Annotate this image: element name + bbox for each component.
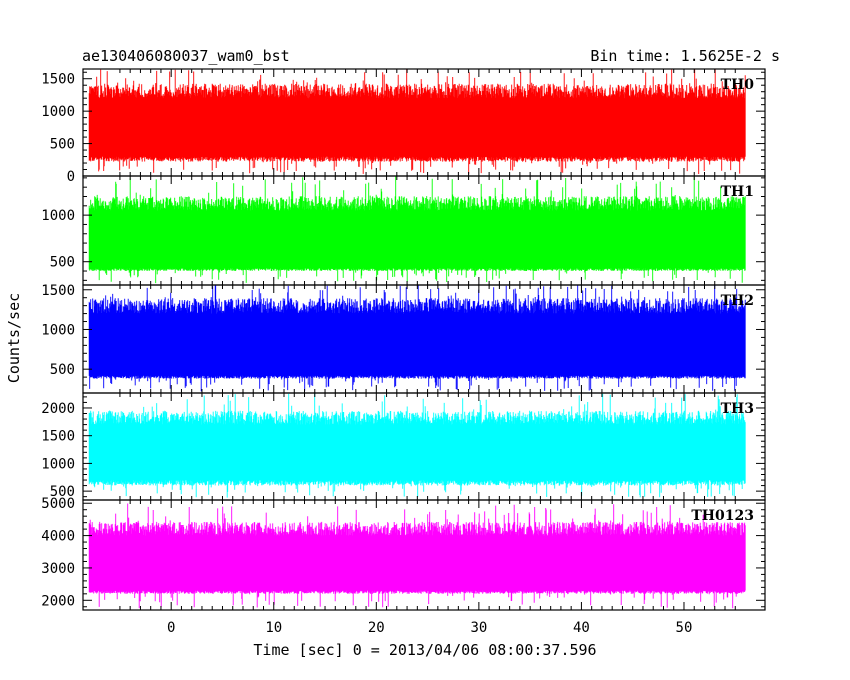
- panel-th2: 500 1000 1500 TH2: [41, 283, 766, 394]
- y-axis-label: Counts/sec: [5, 293, 23, 383]
- y-tick-label: 2000: [41, 593, 75, 609]
- y-tick-label: 500: [50, 484, 75, 500]
- chart-title: ae130406080037_wam0_bst: [82, 47, 290, 65]
- panel-th1: 500 1000 TH1: [41, 175, 766, 286]
- y-tick-label: 4000: [41, 529, 75, 545]
- y-tick-label: 500: [50, 137, 75, 153]
- x-tick-label: 50: [676, 620, 693, 636]
- panel-th0123: 2000 3000 4000 5000 TH0123: [41, 496, 766, 611]
- series-line-th3: [88, 393, 746, 498]
- series-line-th2: [88, 285, 746, 392]
- y-tick-label: 2000: [41, 401, 75, 417]
- x-tick-label: 30: [470, 620, 487, 636]
- y-tick-label: 1000: [41, 456, 75, 472]
- panel-label-th1: TH1: [721, 184, 754, 200]
- chart-subtitle: Bin time: 1.5625E-2 s: [590, 47, 780, 65]
- y-tick-label: 500: [50, 362, 75, 378]
- y-tick-label: 1000: [41, 322, 75, 338]
- y-tick-label: 3000: [41, 561, 75, 577]
- panel-label-th2: TH2: [721, 293, 754, 309]
- x-tick-label: 10: [265, 620, 282, 636]
- x-tick-label: 20: [368, 620, 385, 636]
- x-tick-labels: 0 10 20 30 40 50: [167, 620, 692, 636]
- y-tick-label: 1000: [41, 208, 75, 224]
- y-tick-label: 1500: [41, 429, 75, 445]
- panel-label-th0: TH0: [721, 77, 755, 93]
- y-tick-label: 1000: [41, 104, 75, 120]
- panel-th0: 0 500 1000 1500 TH0: [41, 68, 766, 185]
- x-axis-label: Time [sec] 0 = 2013/04/06 08:00:37.596: [253, 641, 596, 659]
- y-tick-label: 0: [67, 169, 75, 185]
- series-line-th0: [88, 69, 746, 174]
- y-tick-label: 1500: [41, 283, 75, 299]
- panel-th3: 500 1000 1500 2000 TH3: [41, 392, 766, 501]
- x-tick-label: 40: [573, 620, 590, 636]
- x-tick-label: 0: [167, 620, 175, 636]
- panel-label-th0123: TH0123: [691, 508, 754, 524]
- y-tick-label: 5000: [41, 496, 75, 512]
- y-tick-label: 500: [50, 255, 75, 271]
- series-line-th1: [88, 176, 746, 284]
- series-line-th0123: [88, 503, 746, 609]
- panel-label-th3: TH3: [721, 401, 754, 417]
- y-tick-label: 1500: [41, 72, 75, 88]
